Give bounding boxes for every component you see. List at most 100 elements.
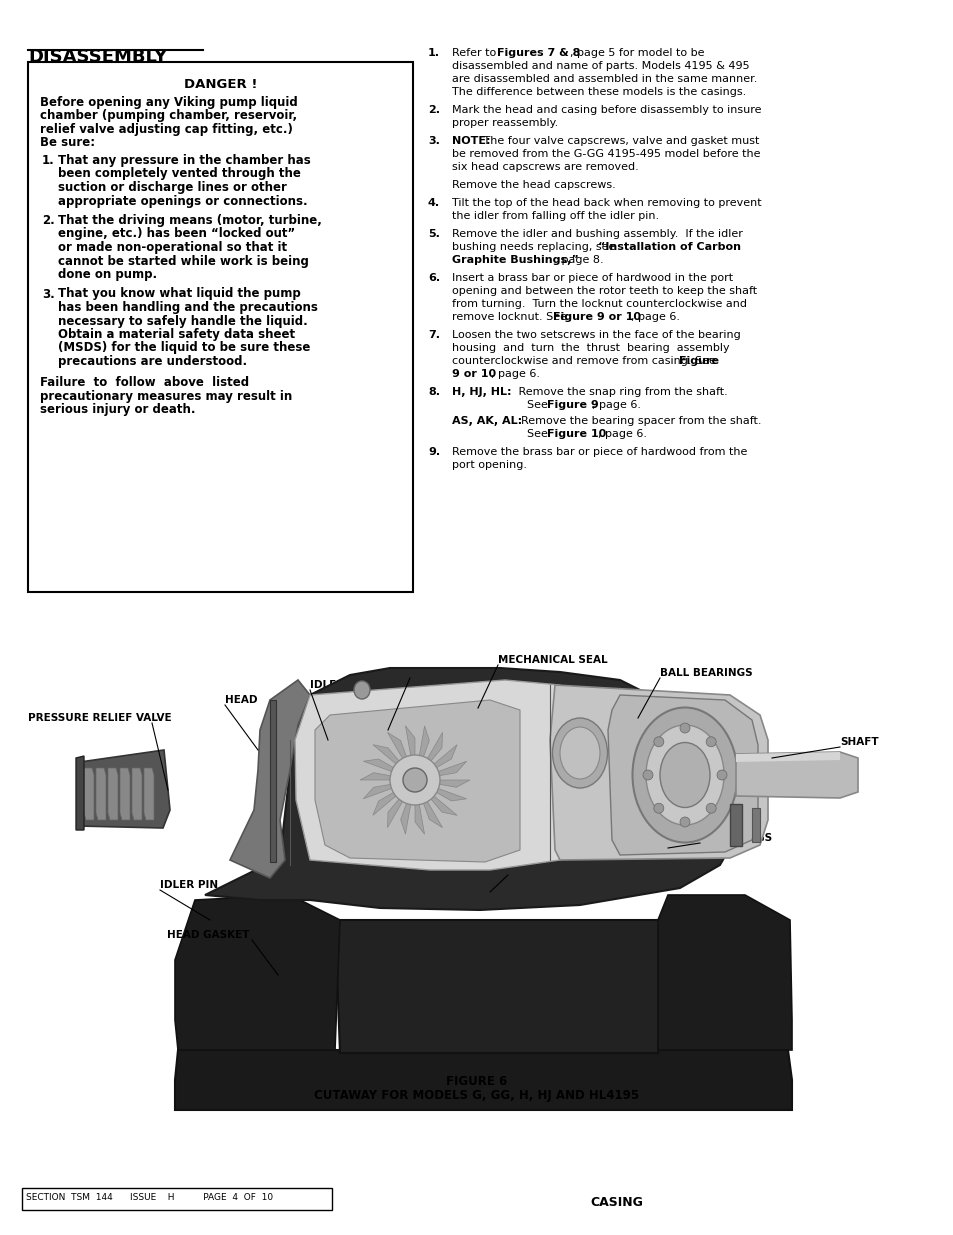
Text: page 8.: page 8. <box>558 254 603 266</box>
Polygon shape <box>373 781 415 815</box>
Text: Remove the brass bar or piece of hardwood from the: Remove the brass bar or piece of hardwoo… <box>452 447 746 457</box>
Text: Be sure:: Be sure: <box>40 137 95 149</box>
Polygon shape <box>132 768 142 820</box>
Polygon shape <box>335 920 661 1053</box>
Text: relief valve adjusting cap fitting, etc.): relief valve adjusting cap fitting, etc.… <box>40 124 293 136</box>
Polygon shape <box>607 695 758 855</box>
Polygon shape <box>415 732 442 781</box>
Text: BALL BEARINGS: BALL BEARINGS <box>659 668 752 678</box>
Text: counterclockwise and remove from casing. See: counterclockwise and remove from casing.… <box>452 356 719 366</box>
Text: Refer to: Refer to <box>452 48 499 58</box>
Text: ROTOR: ROTOR <box>410 668 450 678</box>
Text: appropriate openings or connections.: appropriate openings or connections. <box>58 194 307 207</box>
Polygon shape <box>415 781 466 802</box>
Text: 8.: 8. <box>428 387 439 396</box>
Ellipse shape <box>705 737 716 747</box>
Text: FIGURE 6: FIGURE 6 <box>446 1074 507 1088</box>
Text: DANGER !: DANGER ! <box>184 78 257 91</box>
Text: Figure: Figure <box>679 356 719 366</box>
Polygon shape <box>359 773 415 781</box>
Text: 3.: 3. <box>428 136 439 146</box>
Text: 1.: 1. <box>428 48 439 58</box>
Text: 1.: 1. <box>42 154 54 167</box>
Text: Remove the snap ring from the shaft.: Remove the snap ring from the shaft. <box>507 387 727 396</box>
Polygon shape <box>415 781 424 834</box>
FancyBboxPatch shape <box>22 1188 332 1210</box>
Text: engine, etc.) has been “locked out”: engine, etc.) has been “locked out” <box>58 227 294 241</box>
Ellipse shape <box>354 680 370 699</box>
Ellipse shape <box>679 722 689 734</box>
Text: six head capscrews are removed.: six head capscrews are removed. <box>452 162 639 172</box>
Ellipse shape <box>559 727 599 779</box>
Ellipse shape <box>705 803 716 813</box>
Text: The four valve capscrews, valve and gasket must: The four valve capscrews, valve and gask… <box>479 136 759 146</box>
Text: has been handling and the precautions: has been handling and the precautions <box>58 301 317 314</box>
Text: done on pump.: done on pump. <box>58 268 157 282</box>
Text: IDLER PIN: IDLER PIN <box>160 881 218 890</box>
FancyBboxPatch shape <box>28 62 413 592</box>
Text: H, HJ, HL:: H, HJ, HL: <box>452 387 511 396</box>
Ellipse shape <box>390 755 439 805</box>
Text: precautionary measures may result in: precautionary measures may result in <box>40 390 292 403</box>
Polygon shape <box>174 1050 791 1110</box>
Text: MECHANICAL SEAL: MECHANICAL SEAL <box>497 655 607 664</box>
Text: CASING: CASING <box>589 1195 642 1209</box>
Polygon shape <box>270 700 275 862</box>
Text: See: See <box>526 429 551 438</box>
Ellipse shape <box>552 718 607 788</box>
Polygon shape <box>387 781 415 827</box>
Text: , page 6.: , page 6. <box>491 369 539 379</box>
Polygon shape <box>550 685 767 860</box>
Ellipse shape <box>679 818 689 827</box>
Text: CASING: CASING <box>507 864 552 876</box>
Polygon shape <box>415 781 442 827</box>
Text: 9.: 9. <box>428 447 439 457</box>
Polygon shape <box>735 752 857 798</box>
Text: , page 6.: , page 6. <box>592 400 640 410</box>
Text: (MSDS) for the liquid to be sure these: (MSDS) for the liquid to be sure these <box>58 342 310 354</box>
Ellipse shape <box>659 742 709 808</box>
Text: Obtain a material safety data sheet: Obtain a material safety data sheet <box>58 329 294 341</box>
Text: 2.: 2. <box>428 105 439 115</box>
Text: The difference between these models is the casings.: The difference between these models is t… <box>452 86 745 98</box>
Polygon shape <box>78 750 170 827</box>
Polygon shape <box>658 895 791 1050</box>
Ellipse shape <box>653 803 663 813</box>
Polygon shape <box>405 726 415 781</box>
Text: remove locknut. See: remove locknut. See <box>452 312 570 322</box>
Text: Figure 9: Figure 9 <box>547 400 598 410</box>
Text: SECTION  TSM  144      ISSUE    H          PAGE  4  OF  10: SECTION TSM 144 ISSUE H PAGE 4 OF 10 <box>26 1193 273 1202</box>
Text: port opening.: port opening. <box>452 459 526 471</box>
Text: 5.: 5. <box>428 228 439 240</box>
Text: necessary to safely handle the liquid.: necessary to safely handle the liquid. <box>58 315 308 327</box>
FancyBboxPatch shape <box>729 804 741 846</box>
Text: be removed from the G-GG 4195-495 model before the: be removed from the G-GG 4195-495 model … <box>452 149 760 159</box>
Text: Figure 10: Figure 10 <box>547 429 606 438</box>
Polygon shape <box>415 781 470 787</box>
Text: the idler from falling off the idler pin.: the idler from falling off the idler pin… <box>452 211 659 221</box>
Text: HEAD GASKET: HEAD GASKET <box>167 930 249 940</box>
Text: Insert a brass bar or piece of hardwood in the port: Insert a brass bar or piece of hardwood … <box>452 273 732 283</box>
Polygon shape <box>96 768 106 820</box>
Text: , page 6.: , page 6. <box>597 429 646 438</box>
Text: PRESSURE RELIEF VALVE: PRESSURE RELIEF VALVE <box>28 713 172 722</box>
Text: are disassembled and assembled in the same manner.: are disassembled and assembled in the sa… <box>452 74 757 84</box>
Text: been completely vented through the: been completely vented through the <box>58 168 300 180</box>
Text: “Installation of Carbon: “Installation of Carbon <box>598 242 740 252</box>
Ellipse shape <box>642 769 652 781</box>
FancyBboxPatch shape <box>751 808 760 842</box>
Text: or made non-operational so that it: or made non-operational so that it <box>58 241 287 254</box>
Text: chamber (pumping chamber, reservoir,: chamber (pumping chamber, reservoir, <box>40 110 296 122</box>
Text: That the driving means (motor, turbine,: That the driving means (motor, turbine, <box>58 214 321 227</box>
Text: HEAD: HEAD <box>225 695 257 705</box>
Text: serious injury or death.: serious injury or death. <box>40 404 195 416</box>
Polygon shape <box>415 745 456 781</box>
Text: from turning.  Turn the locknut counterclockwise and: from turning. Turn the locknut countercl… <box>452 299 746 309</box>
Text: 6.: 6. <box>428 273 439 283</box>
Text: housing  and  turn  the  thrust  bearing  assembly: housing and turn the thrust bearing asse… <box>452 343 729 353</box>
Text: suction or discharge lines or other: suction or discharge lines or other <box>58 182 287 194</box>
Text: 9 or 10: 9 or 10 <box>452 369 496 379</box>
Text: SNAP RINGS: SNAP RINGS <box>700 832 771 844</box>
Text: Figures 7 & 8: Figures 7 & 8 <box>497 48 580 58</box>
Text: IDLER: IDLER <box>310 680 344 690</box>
